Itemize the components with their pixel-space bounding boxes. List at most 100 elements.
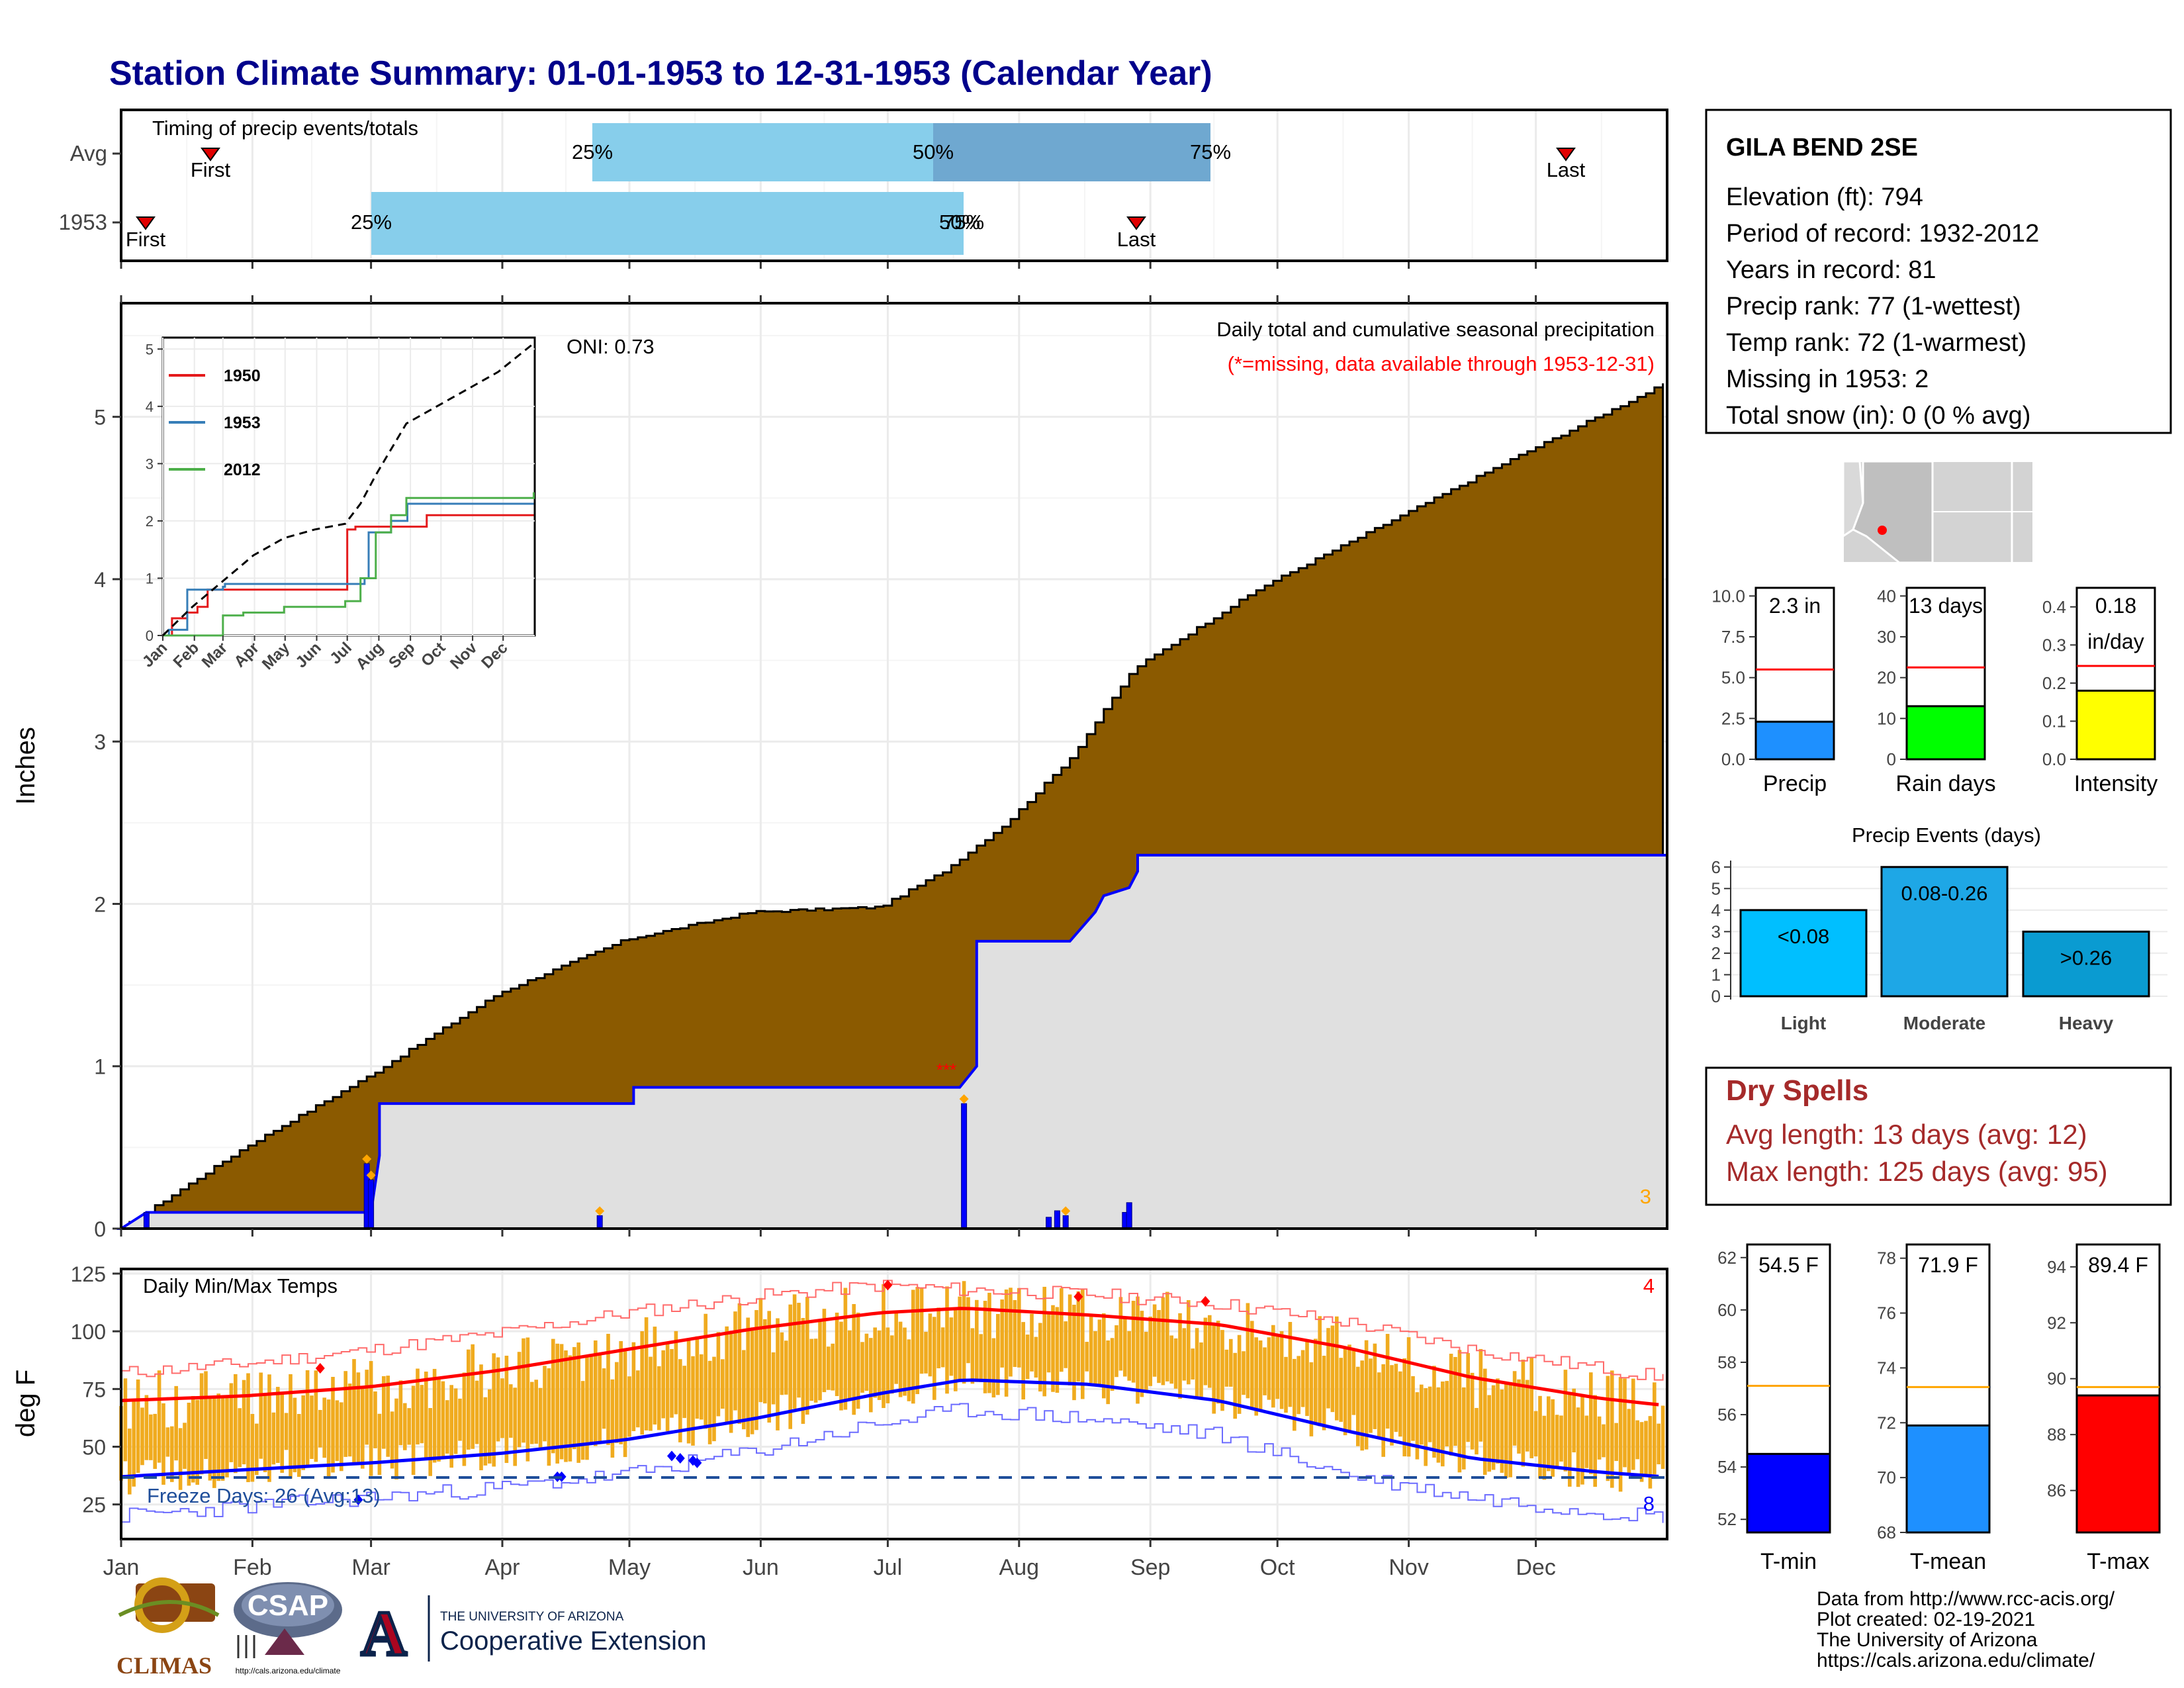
- footer-line-2: Plot created: 02-19-2021: [1817, 1609, 2035, 1630]
- daily-temp-bar: [424, 1372, 428, 1460]
- daily-temp-bar: [420, 1385, 424, 1444]
- daily-temp-bar: [331, 1377, 335, 1473]
- daily-temp-bar: [615, 1362, 619, 1443]
- daily-temp-bar: [1517, 1379, 1521, 1454]
- month-label: May: [608, 1555, 651, 1580]
- daily-temp-bar: [1081, 1289, 1085, 1399]
- daily-temp-bar: [1453, 1356, 1457, 1446]
- daily-temp-bar: [1589, 1372, 1593, 1474]
- daily-temp-bar: [1563, 1370, 1568, 1472]
- daily-temp-bar: [1576, 1407, 1580, 1487]
- precip-ytick-label: 5: [94, 406, 106, 430]
- record-low-marker: [675, 1452, 685, 1464]
- event-bar-range: >0.26: [2060, 946, 2112, 969]
- avg-25-50-bar: [592, 123, 933, 181]
- daily-temp-bar: [704, 1313, 707, 1429]
- dry-spells-avg: Avg length: 13 days (avg: 12): [1726, 1119, 2087, 1150]
- daily-temp-bar: [153, 1413, 157, 1470]
- daily-temp-bar: [1483, 1368, 1487, 1475]
- precip-ytick-label: 0: [94, 1217, 106, 1241]
- daily-temp-bar: [157, 1370, 161, 1463]
- daily-temp-bar: [919, 1288, 924, 1374]
- month-label: Jul: [874, 1555, 902, 1580]
- daily-temp-bar: [1347, 1344, 1351, 1432]
- daily-temp-bar: [1475, 1407, 1479, 1455]
- daily-temp-bar: [686, 1338, 691, 1444]
- daily-temp-bar: [382, 1376, 386, 1449]
- daily-temp-bar: [1639, 1422, 1644, 1482]
- daily-temp-bar: [1152, 1304, 1157, 1377]
- daily-temp-bar: [1224, 1349, 1229, 1387]
- daily-temp-bar: [1542, 1415, 1547, 1480]
- daily-temp-bar: [1538, 1395, 1542, 1479]
- daily-temp-bar: [1131, 1301, 1136, 1383]
- daily-temp-bar: [178, 1428, 183, 1490]
- inset-ytick-label: 2: [146, 513, 154, 530]
- daily-temp-bar: [1046, 1312, 1051, 1373]
- inset-ytick-label: 0: [146, 628, 154, 644]
- daily-temp-bar: [746, 1317, 750, 1437]
- daily-temp-bar: [1216, 1321, 1220, 1404]
- daily-temp-bar: [763, 1319, 767, 1404]
- daily-temp-bar: [678, 1359, 682, 1442]
- daily-temp-bar: [729, 1331, 733, 1433]
- temp-ytick-label: 75: [82, 1378, 106, 1401]
- daily-temp-bar: [742, 1350, 746, 1430]
- daily-temp-bar: [610, 1379, 615, 1458]
- daily-temp-bar: [589, 1355, 594, 1444]
- daily-temp-bar: [462, 1372, 467, 1466]
- avg-first-label: First: [191, 158, 231, 181]
- station-location-dot: [1878, 526, 1887, 535]
- daily-temp-bar: [149, 1414, 153, 1460]
- temp-mini-tick-label: 54: [1717, 1457, 1737, 1477]
- daily-temp-bar: [479, 1364, 483, 1471]
- daily-temp-bar: [1009, 1288, 1013, 1377]
- temp-mini-tick-label: 60: [1717, 1300, 1737, 1320]
- daily-temp-bar: [437, 1378, 441, 1462]
- daily-temp-bar: [1373, 1343, 1377, 1429]
- mini-bar-tick-label: 5.0: [1721, 668, 1745, 688]
- daily-temp-bar: [1614, 1423, 1618, 1462]
- daily-temp-bar: [289, 1374, 293, 1479]
- daily-temp-bar: [682, 1366, 686, 1419]
- climas-logo: CLIMAS: [116, 1577, 220, 1679]
- daily-temp-bar: [225, 1395, 229, 1477]
- daily-temp-bar: [1479, 1348, 1483, 1442]
- daily-temp-bar: [1394, 1364, 1398, 1432]
- daily-temp-bar: [1428, 1386, 1432, 1442]
- daily-temp-bar: [725, 1326, 729, 1423]
- daily-temp-bar: [1335, 1316, 1339, 1421]
- daily-temp-bar: [432, 1368, 437, 1463]
- daily-temp-bar: [1102, 1313, 1106, 1399]
- daily-temp-bar: [1606, 1376, 1610, 1481]
- daily-temp-bar: [818, 1320, 822, 1401]
- daily-temp-bar: [428, 1408, 432, 1476]
- mini-bar-tick-label: 7.5: [1721, 627, 1745, 647]
- daily-temp-bar: [500, 1378, 504, 1438]
- daily-temp-bar: [1013, 1299, 1017, 1368]
- daily-temp-bar: [568, 1355, 572, 1462]
- month-label: Feb: [233, 1555, 272, 1580]
- daily-temp-bar: [1030, 1313, 1034, 1372]
- avg-last-label: Last: [1547, 158, 1586, 181]
- daily-temp-bar: [284, 1413, 289, 1450]
- daily-temp-bar: [559, 1344, 564, 1460]
- temp-mini-tick-label: 70: [1877, 1468, 1896, 1487]
- daily-temp-bar: [1263, 1347, 1267, 1395]
- daily-temp-bar: [1068, 1294, 1072, 1385]
- daily-temp-bar: [750, 1327, 754, 1434]
- daily-temp-bar: [144, 1395, 149, 1460]
- avg-min-line: [120, 1378, 1659, 1479]
- daily-temp-bar: [852, 1303, 856, 1415]
- event-category-label: Light: [1781, 1013, 1826, 1033]
- mini-bar-label: Rain days: [1895, 771, 1995, 796]
- daily-temp-bar: [1420, 1384, 1424, 1445]
- daily-temp-bar: [1042, 1286, 1046, 1397]
- daily-temp-bar: [1293, 1358, 1297, 1431]
- daily-temp-bar: [1610, 1370, 1614, 1488]
- daily-temp-bar: [1165, 1291, 1169, 1382]
- university-of-arizona-logo: A THE UNIVERSITY OF ARIZONA Cooperative …: [359, 1595, 706, 1671]
- daily-temp-bar: [1233, 1352, 1237, 1419]
- daily-temp-bar: [416, 1368, 420, 1445]
